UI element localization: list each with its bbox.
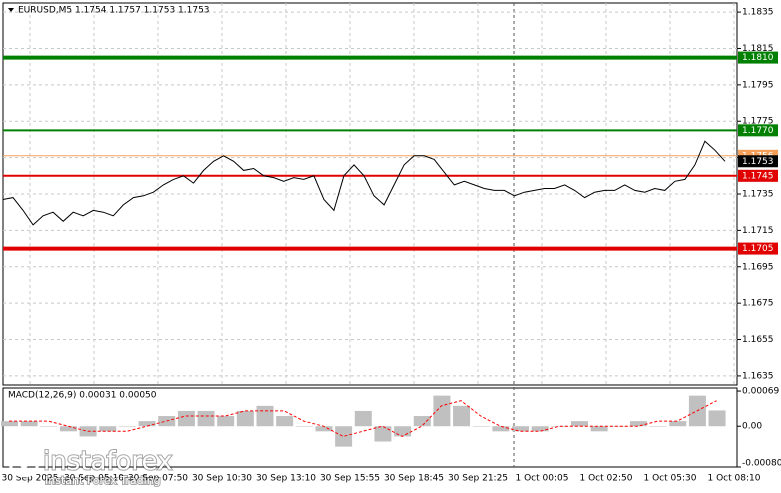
histogram-bar: [394, 426, 412, 437]
macd-panel: [2, 387, 738, 468]
level-label: 1.1770: [742, 126, 774, 136]
x-tick-label: 1 Oct 05:30: [644, 474, 697, 484]
logo-icon: [8, 446, 40, 478]
logo-tagline: Instant Forex Trading: [45, 474, 161, 487]
x-tick-label: 30 Sep 13:10: [256, 474, 316, 484]
x-tick-label: 1 Oct 02:50: [580, 474, 633, 484]
y-tick-label: 1.1635: [742, 371, 774, 381]
histogram-bar: [610, 426, 628, 427]
x-tick-label: 30 Sep 15:55: [320, 474, 380, 484]
histogram-bar: [217, 416, 235, 427]
histogram-bar: [590, 426, 608, 432]
histogram-bar: [256, 405, 274, 427]
histogram-bar: [197, 410, 215, 427]
logo-brand: instaforex: [43, 447, 172, 477]
level-label-box: [738, 242, 778, 255]
y-tick-label: 1.1735: [742, 190, 774, 200]
histogram-bar: [236, 410, 254, 427]
level-label: 1.1705: [742, 244, 774, 254]
histogram-bar: [374, 426, 392, 442]
histogram-bar: [708, 410, 726, 427]
y-tick-label: 1.1715: [742, 226, 774, 236]
x-tick-label: 30 Sep 05:10: [64, 474, 124, 484]
level-label-box: [738, 51, 778, 64]
level-label-box: [738, 169, 778, 182]
histogram-bar: [177, 410, 195, 427]
histogram-bar: [492, 426, 510, 432]
last-price-label: 1.1753: [742, 157, 774, 167]
last-price-box: [738, 155, 778, 168]
logo: instaforex Instant Forex Trading: [8, 446, 173, 488]
y-tick-label: 1.1795: [742, 80, 774, 90]
histogram-bar: [629, 421, 647, 427]
logo-icon-inner: [16, 454, 32, 470]
y-tick-label: -0.00080: [742, 459, 781, 469]
histogram-bar: [531, 426, 549, 432]
histogram-bar: [570, 421, 588, 427]
histogram-bar: [335, 426, 353, 447]
histogram-bar: [1, 421, 18, 427]
x-tick-label: 1 Oct 00:05: [516, 474, 569, 484]
histogram-bar: [354, 410, 372, 427]
chart-title: EURUSD,M5 1.1754 1.1757 1.1753 1.1753: [18, 6, 210, 16]
level-label: 1.1745: [742, 171, 774, 181]
x-tick-label: 30 Sep 10:30: [192, 474, 252, 484]
histogram-bar: [59, 426, 77, 432]
y-tick-label: 1.1775: [742, 117, 774, 127]
level-label: 1.1810: [742, 53, 774, 63]
x-tick-label: 30 Sep 21:25: [448, 474, 508, 484]
price-line: [2, 140, 726, 226]
histogram-bar: [649, 426, 667, 427]
histogram-bar: [118, 426, 136, 427]
x-tick-label: 30 Sep 2025: [1, 474, 58, 484]
histogram-bar: [138, 421, 156, 427]
histogram-bar: [40, 426, 58, 427]
histogram-bar: [276, 416, 294, 427]
histogram-bar: [99, 426, 117, 432]
menu-arrow: [8, 8, 14, 12]
histogram-bar: [295, 426, 313, 427]
level-label-box: [738, 124, 778, 137]
y-tick-label: 1.1675: [742, 299, 774, 309]
y-tick-label: 0.00: [742, 422, 762, 432]
y-tick-label: 1.1695: [742, 262, 774, 272]
plot-layer: 30 Sep 2025 30 Sep 05:10 30 Sep 07:50 30 Se…: [1, 3, 781, 484]
histogram-bar: [472, 426, 490, 427]
y-tick-label: 0.00069: [742, 387, 779, 397]
histogram-bar: [669, 421, 687, 427]
x-tick-label: 1 Oct 08:10: [708, 474, 761, 484]
histogram-bar: [20, 421, 38, 427]
histogram-bar: [453, 405, 471, 427]
histogram-bar: [315, 426, 333, 432]
histogram-bar: [512, 426, 530, 432]
x-tick-label: 30 Sep 07:50: [128, 474, 188, 484]
y-tick-label: 1.1815: [742, 44, 774, 54]
y-tick-label: 1.1655: [742, 335, 774, 345]
y-tick-label: 1.1835: [742, 8, 774, 18]
macd-title: MACD(12,26,9) 0.00031 0.00050: [8, 391, 157, 401]
histogram-bar: [413, 416, 431, 427]
x-tick-label: 30 Sep 18:45: [384, 474, 444, 484]
histogram-bar: [433, 395, 451, 427]
